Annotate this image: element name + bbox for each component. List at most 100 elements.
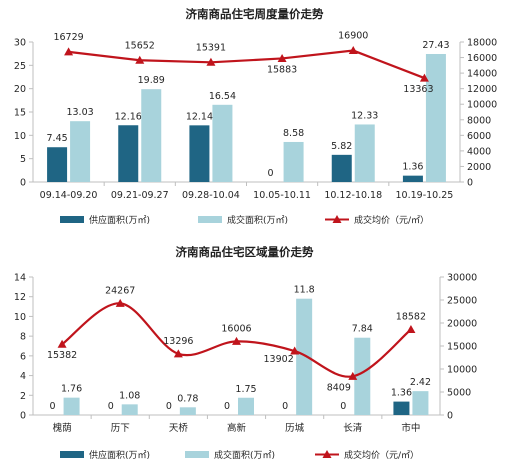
right-tick-label: 15000 bbox=[447, 342, 477, 353]
bar-value-label: 0.78 bbox=[177, 393, 198, 404]
bar-value-label: 1.08 bbox=[119, 390, 140, 401]
right-tick-label: 5000 bbox=[447, 388, 471, 399]
right-tick-label: 0 bbox=[467, 178, 473, 189]
bar-value-label: 0 bbox=[282, 401, 288, 412]
category-label: 10.05-10.11 bbox=[253, 190, 311, 201]
price-value-label: 16006 bbox=[221, 323, 251, 334]
left-tick-label: 5 bbox=[20, 154, 26, 165]
price-value-label: 15883 bbox=[267, 64, 297, 75]
left-tick-label: 10 bbox=[14, 131, 26, 142]
category-label: 历下 bbox=[111, 423, 130, 434]
category-label: 10.19-10.25 bbox=[396, 190, 454, 201]
left-tick-label: 10 bbox=[14, 312, 26, 323]
legend-label: 成交均价（元/㎡） bbox=[354, 214, 429, 226]
category-label: 09.14-09.20 bbox=[40, 190, 98, 201]
right-tick-label: 12000 bbox=[467, 84, 497, 95]
price-marker bbox=[290, 346, 300, 355]
price-value-label: 16900 bbox=[338, 31, 368, 42]
right-tick-label: 10000 bbox=[467, 100, 497, 111]
category-label: 市中 bbox=[401, 422, 420, 434]
price-value-label: 8409 bbox=[327, 382, 351, 393]
price-marker bbox=[277, 53, 287, 62]
district-chart: 济南商品住宅区域量价走势 0 2 4 6 8 10 12 14 0 5000 10000 15000 20… bbox=[14, 245, 477, 461]
right-tick-label: 16000 bbox=[467, 53, 497, 64]
right-tick-label: 30000 bbox=[447, 273, 477, 284]
bar-value-label: 12.14 bbox=[186, 111, 213, 122]
supply-bar bbox=[393, 401, 410, 415]
category-label: 09.28-10.04 bbox=[182, 190, 240, 201]
legend-swatch bbox=[198, 216, 222, 223]
category-label: 历城 bbox=[285, 423, 305, 434]
price-value-label: 24267 bbox=[105, 285, 135, 296]
left-tick-label: 14 bbox=[14, 273, 26, 284]
right-tick-label: 14000 bbox=[467, 69, 497, 80]
supply-bar bbox=[331, 154, 352, 182]
bar-value-label: 11.8 bbox=[294, 285, 315, 296]
bar-value-label: 0 bbox=[268, 168, 274, 179]
deal-bar bbox=[121, 404, 138, 415]
right-tick-label: 18000 bbox=[467, 38, 497, 49]
right-tick-label: 4000 bbox=[467, 146, 491, 157]
left-tick-label: 2 bbox=[20, 391, 26, 402]
legend-swatch bbox=[60, 451, 84, 458]
bar-value-label: 0 bbox=[340, 401, 346, 412]
category-label: 长清 bbox=[343, 422, 363, 434]
deal-bar bbox=[238, 397, 254, 415]
weekly-chart: 济南商品住宅周度量价走势 0 5 10 15 20 25 30 0 2000 4000 6000 800… bbox=[14, 7, 497, 226]
right-tick-label: 6000 bbox=[467, 131, 491, 142]
deal-bar bbox=[283, 141, 304, 182]
left-tick-label: 0 bbox=[20, 411, 26, 422]
bar-value-label: 8.58 bbox=[283, 128, 304, 139]
right-tick-label: 2000 bbox=[467, 162, 491, 173]
bar-value-label: 0 bbox=[108, 401, 114, 412]
left-tick-label: 20 bbox=[14, 84, 26, 95]
price-marker bbox=[173, 349, 183, 358]
legend-label: 成交面积(万㎡) bbox=[227, 214, 288, 226]
price-marker bbox=[135, 55, 145, 64]
legend-label: 供应面积(万㎡) bbox=[89, 449, 150, 461]
supply-bar bbox=[402, 175, 423, 182]
bar-value-label: 0 bbox=[50, 401, 56, 412]
chart-title: 济南商品住宅区域量价走势 bbox=[176, 245, 314, 259]
bar-value-label: 1.36 bbox=[391, 388, 412, 399]
bar-value-label: 1.76 bbox=[61, 384, 82, 395]
price-marker bbox=[232, 336, 241, 345]
price-value-label: 18582 bbox=[396, 312, 426, 323]
deal-bar bbox=[354, 124, 375, 182]
bar-value-label: 1.36 bbox=[402, 162, 423, 173]
category-label: 槐荫 bbox=[53, 422, 72, 434]
bar-value-label: 12.16 bbox=[115, 111, 142, 122]
legend-swatch bbox=[185, 451, 209, 458]
left-tick-label: 6 bbox=[20, 351, 26, 362]
left-tick-label: 15 bbox=[14, 108, 26, 119]
bar-value-label: 13.03 bbox=[66, 107, 93, 118]
bar-value-label: 5.82 bbox=[331, 141, 352, 152]
price-value-label: 15652 bbox=[125, 40, 155, 51]
bar-value-label: 0 bbox=[166, 401, 172, 412]
bar-value-label: 7.84 bbox=[352, 324, 373, 335]
deal-bar bbox=[63, 397, 80, 415]
bar-value-label: 19.89 bbox=[138, 75, 165, 86]
price-value-label: 16729 bbox=[53, 32, 83, 43]
price-value-label: 15382 bbox=[47, 350, 77, 361]
right-tick-label: 10000 bbox=[447, 365, 477, 376]
price-marker bbox=[419, 73, 429, 82]
bar-value-label: 16.54 bbox=[209, 91, 236, 102]
left-tick-label: 0 bbox=[20, 178, 26, 189]
deal-bar bbox=[212, 104, 233, 182]
deal-bar bbox=[141, 89, 162, 182]
legend-marker bbox=[332, 215, 342, 223]
legend-label: 供应面积(万㎡) bbox=[89, 214, 150, 226]
deal-bar bbox=[354, 337, 371, 415]
supply-bar bbox=[118, 125, 139, 182]
deal-bar bbox=[425, 53, 446, 182]
deal-bar bbox=[296, 298, 313, 415]
bar-value-label: 0 bbox=[224, 401, 230, 412]
bar-value-label: 7.45 bbox=[47, 133, 68, 144]
right-tick-label: 0 bbox=[447, 411, 453, 422]
category-label: 高新 bbox=[227, 422, 247, 434]
legend-marker bbox=[322, 450, 332, 458]
supply-bar bbox=[189, 125, 210, 182]
right-tick-label: 8000 bbox=[467, 115, 491, 126]
